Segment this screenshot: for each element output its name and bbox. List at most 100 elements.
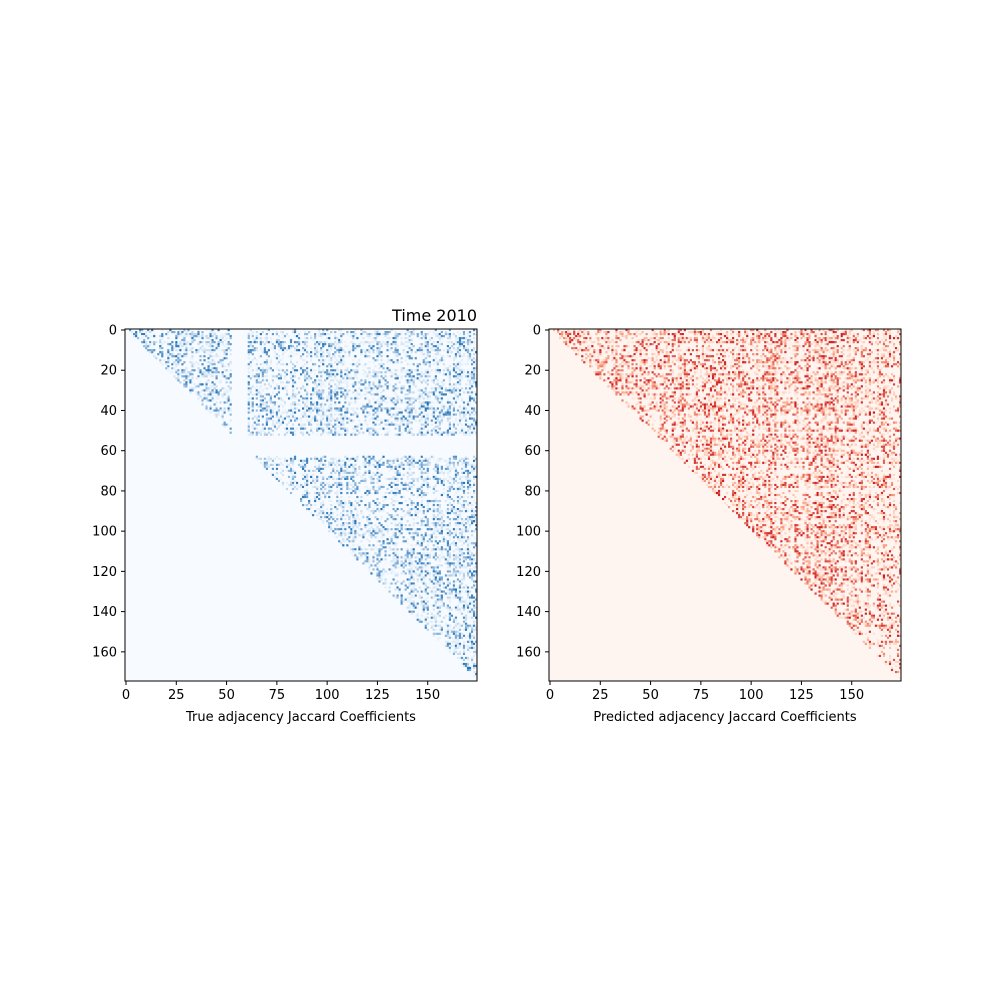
heatmap-cell bbox=[364, 385, 367, 388]
heatmap-cell bbox=[316, 389, 319, 392]
heatmap-cell bbox=[251, 375, 254, 378]
heatmap-cell bbox=[458, 333, 462, 336]
heatmap-cell bbox=[366, 538, 369, 541]
heatmap-cell bbox=[424, 375, 427, 378]
heatmap-cell bbox=[251, 337, 254, 340]
heatmap-cell bbox=[177, 379, 180, 382]
heatmap-cell bbox=[330, 526, 333, 529]
heatmap-cell bbox=[370, 347, 373, 350]
heatmap-cell bbox=[350, 397, 353, 400]
heatmap-cell bbox=[412, 518, 415, 521]
heatmap-cell bbox=[211, 399, 214, 402]
heatmap-cell bbox=[446, 337, 449, 340]
heatmap-cell bbox=[468, 339, 472, 342]
heatmap-cell bbox=[177, 357, 180, 360]
heatmap-cell bbox=[368, 427, 371, 430]
heatmap-cell bbox=[466, 562, 470, 565]
heatmap-cell bbox=[438, 423, 441, 426]
heatmap-cell bbox=[261, 407, 264, 410]
heatmap-cell bbox=[207, 393, 210, 396]
heatmap-cell bbox=[271, 423, 274, 426]
heatmap-cell bbox=[229, 427, 232, 430]
heatmap-cell bbox=[428, 477, 431, 481]
heatmap-cell bbox=[380, 407, 383, 410]
heatmap-cell bbox=[418, 493, 421, 497]
heatmap-cell bbox=[466, 361, 470, 364]
heatmap-cell bbox=[446, 429, 449, 432]
heatmap-cell bbox=[322, 481, 325, 485]
heatmap-cell bbox=[380, 483, 383, 487]
heatmap-cell bbox=[209, 351, 212, 354]
heatmap-cell bbox=[456, 351, 460, 354]
heatmap-cell bbox=[199, 359, 202, 362]
heatmap-cell bbox=[322, 431, 325, 434]
heatmap-cell bbox=[380, 516, 383, 519]
heatmap-cell bbox=[384, 550, 387, 553]
heatmap-cell bbox=[440, 536, 443, 539]
heatmap-cell bbox=[452, 508, 456, 511]
heatmap-cell bbox=[386, 409, 389, 412]
heatmap-cell bbox=[458, 343, 462, 346]
heatmap-cell bbox=[442, 479, 445, 483]
heatmap-cell bbox=[249, 349, 252, 352]
heatmap-cell bbox=[440, 341, 443, 344]
heatmap-cell bbox=[257, 389, 260, 392]
heatmap-cell bbox=[352, 431, 355, 434]
heatmap-cell bbox=[410, 333, 413, 336]
heatmap-cell bbox=[372, 429, 375, 432]
heatmap-cell bbox=[275, 455, 279, 458]
heatmap-cell bbox=[267, 407, 270, 410]
heatmap-cell bbox=[458, 556, 462, 559]
heatmap-cell bbox=[348, 411, 351, 414]
heatmap-cell bbox=[370, 475, 373, 478]
heatmap-cell bbox=[384, 419, 387, 422]
heatmap-cell bbox=[426, 477, 429, 481]
heatmap-cell bbox=[348, 487, 351, 491]
heatmap-cell bbox=[334, 377, 337, 380]
heatmap-cell bbox=[328, 375, 331, 378]
heatmap-cell bbox=[420, 487, 423, 491]
heatmap-cell bbox=[460, 375, 464, 378]
heatmap-cell bbox=[382, 510, 385, 513]
heatmap-cell bbox=[271, 375, 274, 378]
heatmap-cell bbox=[360, 423, 363, 426]
heatmap-cell bbox=[472, 381, 476, 384]
heatmap-cell bbox=[462, 335, 466, 338]
heatmap-cell bbox=[247, 337, 250, 340]
heatmap-cell bbox=[396, 401, 399, 404]
heatmap-cell bbox=[352, 526, 355, 529]
heatmap-cell bbox=[314, 417, 317, 420]
heatmap-cell bbox=[440, 512, 443, 515]
heatmap-cell bbox=[472, 361, 476, 364]
heatmap-cell bbox=[374, 516, 377, 519]
heatmap-cell bbox=[342, 359, 345, 362]
heatmap-cell bbox=[310, 351, 313, 354]
heatmap-cell bbox=[271, 407, 274, 410]
heatmap-cell bbox=[472, 391, 476, 394]
heatmap-cell bbox=[344, 477, 347, 481]
heatmap-cell bbox=[316, 403, 319, 406]
heatmap-cell bbox=[177, 355, 180, 358]
heatmap-cell bbox=[426, 487, 429, 491]
heatmap-cell bbox=[279, 343, 283, 346]
heatmap-cell bbox=[396, 349, 399, 352]
heatmap-cell bbox=[436, 417, 439, 420]
heatmap-cell bbox=[328, 381, 331, 384]
heatmap-cell bbox=[368, 401, 371, 404]
heatmap-cell bbox=[368, 475, 371, 478]
heatmap-cell bbox=[438, 413, 441, 416]
heatmap-cell bbox=[454, 562, 458, 565]
heatmap-cell bbox=[474, 524, 478, 527]
heatmap-cell bbox=[460, 463, 464, 466]
heatmap-cell bbox=[394, 343, 397, 346]
heatmap-cell bbox=[440, 526, 443, 529]
heatmap-cell bbox=[336, 461, 339, 464]
heatmap-cell bbox=[460, 343, 464, 346]
heatmap-cell bbox=[362, 365, 365, 368]
heatmap-cell bbox=[247, 357, 250, 360]
heatmap-cell bbox=[193, 383, 196, 386]
heatmap-cell bbox=[394, 397, 397, 400]
heatmap-cell bbox=[466, 469, 470, 472]
heatmap-cell bbox=[306, 477, 309, 481]
heatmap-cell bbox=[289, 343, 293, 346]
